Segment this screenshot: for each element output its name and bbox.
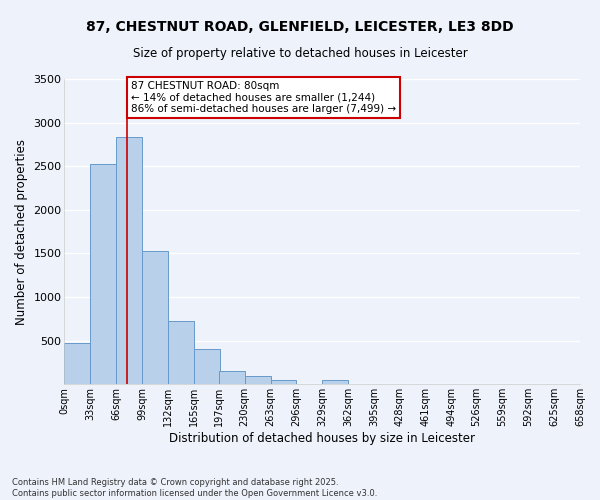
Text: Size of property relative to detached houses in Leicester: Size of property relative to detached ho… xyxy=(133,48,467,60)
Bar xyxy=(64,344,91,384)
X-axis label: Distribution of detached houses by size in Leicester: Distribution of detached houses by size … xyxy=(169,432,475,445)
Y-axis label: Number of detached properties: Number of detached properties xyxy=(15,138,28,324)
Bar xyxy=(168,322,194,384)
Bar xyxy=(271,380,296,384)
Bar xyxy=(219,371,245,384)
Text: 87 CHESTNUT ROAD: 80sqm
← 14% of detached houses are smaller (1,244)
86% of semi: 87 CHESTNUT ROAD: 80sqm ← 14% of detache… xyxy=(131,80,396,114)
Text: Contains HM Land Registry data © Crown copyright and database right 2025.
Contai: Contains HM Land Registry data © Crown c… xyxy=(12,478,377,498)
Bar xyxy=(245,376,271,384)
Bar xyxy=(194,350,220,384)
Bar xyxy=(91,164,116,384)
Bar xyxy=(142,251,168,384)
Text: 87, CHESTNUT ROAD, GLENFIELD, LEICESTER, LE3 8DD: 87, CHESTNUT ROAD, GLENFIELD, LEICESTER,… xyxy=(86,20,514,34)
Bar xyxy=(116,136,142,384)
Bar xyxy=(322,380,348,384)
